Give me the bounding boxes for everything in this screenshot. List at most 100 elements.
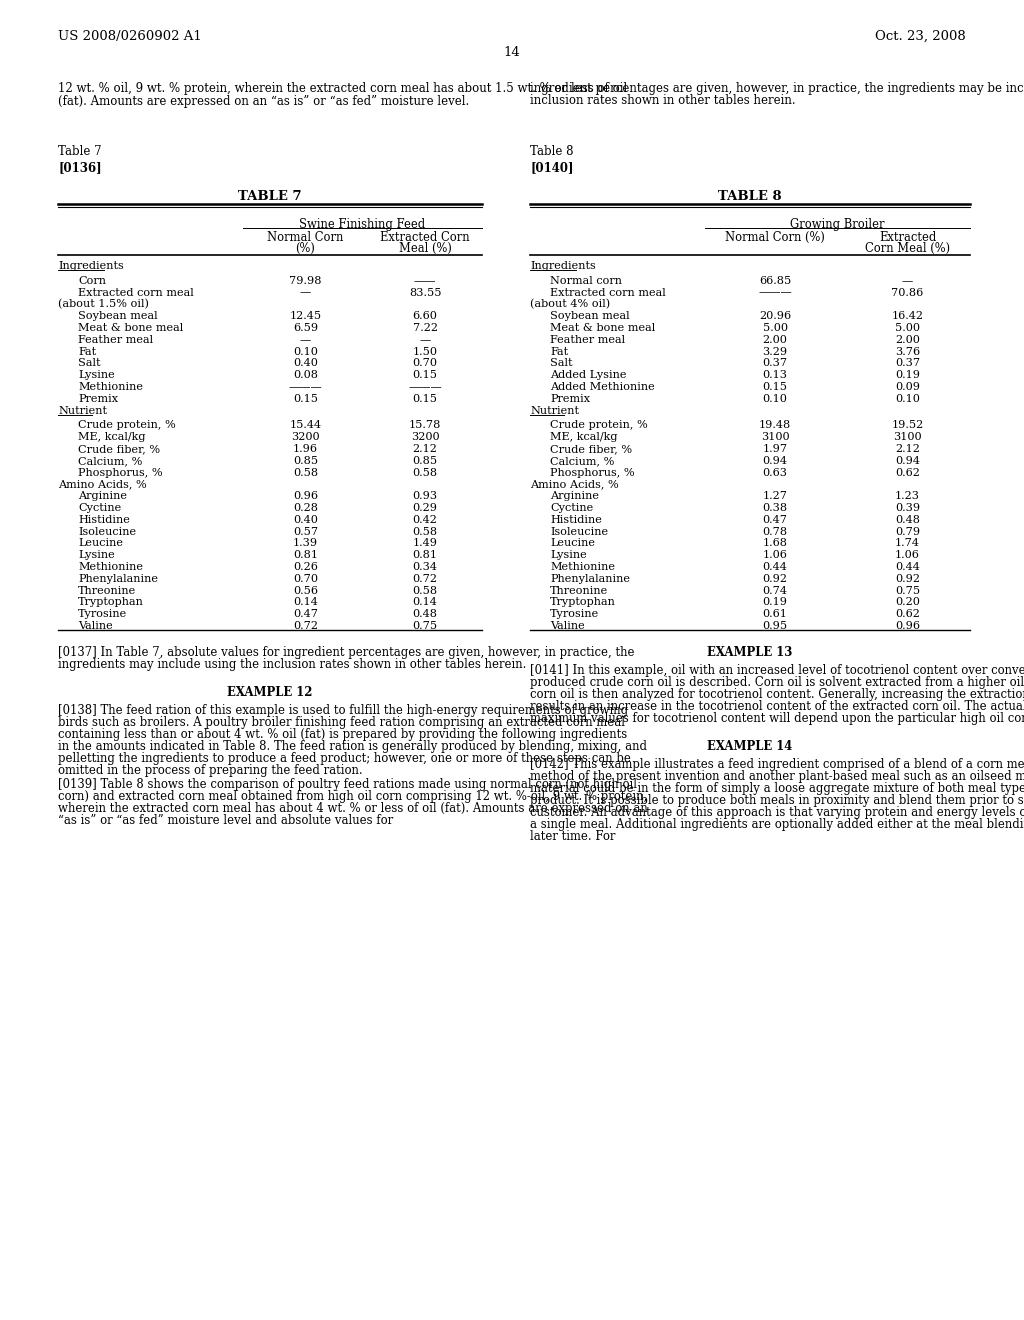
- Text: Crude fiber, %: Crude fiber, %: [550, 444, 632, 454]
- Text: 0.58: 0.58: [413, 467, 437, 478]
- Text: Feather meal: Feather meal: [550, 335, 625, 345]
- Text: Valine: Valine: [550, 620, 585, 631]
- Text: 0.40: 0.40: [293, 515, 317, 525]
- Text: Calcium, %: Calcium, %: [78, 455, 142, 466]
- Text: Histidine: Histidine: [550, 515, 602, 525]
- Text: EXAMPLE 14: EXAMPLE 14: [708, 739, 793, 752]
- Text: Histidine: Histidine: [78, 515, 130, 525]
- Text: 0.94: 0.94: [763, 455, 787, 466]
- Text: Fat: Fat: [78, 347, 96, 356]
- Text: ME, kcal/kg: ME, kcal/kg: [550, 432, 617, 442]
- Text: (fat). Amounts are expressed on an “as is” or “as fed” moisture level.: (fat). Amounts are expressed on an “as i…: [58, 95, 469, 107]
- Text: a single meal. Additional ingredients are optionally added either at the meal bl: a single meal. Additional ingredients ar…: [530, 818, 1024, 830]
- Text: —: —: [300, 335, 311, 345]
- Text: 3.29: 3.29: [763, 347, 787, 356]
- Text: 1.06: 1.06: [763, 550, 787, 560]
- Text: Extracted: Extracted: [879, 231, 936, 244]
- Text: pelletting the ingredients to produce a feed product; however, one or more of th: pelletting the ingredients to produce a …: [58, 752, 631, 764]
- Text: Meat & bone meal: Meat & bone meal: [550, 323, 655, 333]
- Text: 5.00: 5.00: [895, 323, 920, 333]
- Text: 0.62: 0.62: [895, 467, 920, 478]
- Text: 0.85: 0.85: [293, 455, 318, 466]
- Text: wherein the extracted corn meal has about 4 wt. % or less of oil (fat). Amounts : wherein the extracted corn meal has abou…: [58, 801, 648, 814]
- Text: 2.12: 2.12: [895, 444, 920, 454]
- Text: 0.62: 0.62: [895, 610, 920, 619]
- Text: Salt: Salt: [78, 359, 100, 368]
- Text: later time. For: later time. For: [530, 830, 615, 842]
- Text: Valine: Valine: [78, 620, 113, 631]
- Text: Leucine: Leucine: [550, 539, 595, 548]
- Text: 2.12: 2.12: [413, 444, 437, 454]
- Text: Threonine: Threonine: [550, 586, 608, 595]
- Text: 0.48: 0.48: [895, 515, 920, 525]
- Text: Phosphorus, %: Phosphorus, %: [78, 467, 163, 478]
- Text: 0.48: 0.48: [413, 610, 437, 619]
- Text: 83.55: 83.55: [409, 288, 441, 297]
- Text: in the amounts indicated in Table 8. The feed ration is generally produced by bl: in the amounts indicated in Table 8. The…: [58, 739, 647, 752]
- Text: produced crude corn oil is described. Corn oil is solvent extracted from a highe: produced crude corn oil is described. Co…: [530, 676, 1024, 689]
- Text: 3200: 3200: [291, 432, 319, 442]
- Text: 79.98: 79.98: [289, 276, 322, 286]
- Text: 0.37: 0.37: [763, 359, 787, 368]
- Text: Methionine: Methionine: [550, 562, 615, 572]
- Text: 1.49: 1.49: [413, 539, 437, 548]
- Text: 0.92: 0.92: [763, 574, 787, 583]
- Text: —: —: [420, 335, 431, 345]
- Text: 0.28: 0.28: [293, 503, 318, 513]
- Text: Feather meal: Feather meal: [78, 335, 154, 345]
- Text: TABLE 8: TABLE 8: [718, 190, 781, 203]
- Text: 1.74: 1.74: [895, 539, 920, 548]
- Text: 1.96: 1.96: [293, 444, 318, 454]
- Text: Meat & bone meal: Meat & bone meal: [78, 323, 183, 333]
- Text: 0.14: 0.14: [413, 598, 437, 607]
- Text: 0.14: 0.14: [293, 598, 317, 607]
- Text: 0.96: 0.96: [293, 491, 318, 502]
- Text: 0.56: 0.56: [293, 586, 318, 595]
- Text: Calcium, %: Calcium, %: [550, 455, 614, 466]
- Text: (about 4% oil): (about 4% oil): [530, 300, 610, 310]
- Text: Nutrient: Nutrient: [58, 405, 106, 416]
- Text: Corn: Corn: [78, 276, 106, 286]
- Text: Growing Broiler: Growing Broiler: [791, 218, 885, 231]
- Text: 0.75: 0.75: [895, 586, 920, 595]
- Text: [0138] The feed ration of this example is used to fulfill the high-energy requir: [0138] The feed ration of this example i…: [58, 704, 628, 717]
- Text: 0.92: 0.92: [895, 574, 920, 583]
- Text: Leucine: Leucine: [78, 539, 123, 548]
- Text: Extracted Corn: Extracted Corn: [380, 231, 470, 244]
- Text: 0.15: 0.15: [413, 393, 437, 404]
- Text: Amino Acids, %: Amino Acids, %: [58, 479, 146, 490]
- Text: 0.85: 0.85: [413, 455, 437, 466]
- Text: Normal corn: Normal corn: [550, 276, 622, 286]
- Text: 0.19: 0.19: [763, 598, 787, 607]
- Text: 0.57: 0.57: [293, 527, 318, 537]
- Text: 1.39: 1.39: [293, 539, 318, 548]
- Text: (about 1.5% oil): (about 1.5% oil): [58, 300, 150, 310]
- Text: ingredients may include using the inclusion rates shown in other tables herein.: ingredients may include using the inclus…: [58, 657, 526, 671]
- Text: [0141] In this example, oil with an increased level of tocotrienol content over : [0141] In this example, oil with an incr…: [530, 664, 1024, 677]
- Text: Arginine: Arginine: [78, 491, 127, 502]
- Text: 66.85: 66.85: [759, 276, 792, 286]
- Text: 0.58: 0.58: [293, 467, 318, 478]
- Text: 0.81: 0.81: [413, 550, 437, 560]
- Text: 3200: 3200: [411, 432, 439, 442]
- Text: corn oil is then analyzed for tocotrienol content. Generally, increasing the ext: corn oil is then analyzed for tocotrieno…: [530, 688, 1024, 701]
- Text: Phenylalanine: Phenylalanine: [550, 574, 630, 583]
- Text: Soybean meal: Soybean meal: [550, 312, 630, 321]
- Text: ——: ——: [414, 276, 436, 286]
- Text: 3.76: 3.76: [895, 347, 920, 356]
- Text: Methionine: Methionine: [78, 562, 143, 572]
- Text: 2.00: 2.00: [763, 335, 787, 345]
- Text: 0.61: 0.61: [763, 610, 787, 619]
- Text: Amino Acids, %: Amino Acids, %: [530, 479, 618, 490]
- Text: 6.59: 6.59: [293, 323, 318, 333]
- Text: US 2008/0260902 A1: US 2008/0260902 A1: [58, 30, 202, 44]
- Text: Isoleucine: Isoleucine: [78, 527, 136, 537]
- Text: 0.10: 0.10: [895, 393, 920, 404]
- Text: birds such as broilers. A poultry broiler finishing feed ration comprising an ex: birds such as broilers. A poultry broile…: [58, 715, 625, 729]
- Text: 70.86: 70.86: [891, 288, 924, 297]
- Text: 0.38: 0.38: [763, 503, 787, 513]
- Text: Table 8: Table 8: [530, 145, 573, 158]
- Text: Phenylalanine: Phenylalanine: [78, 574, 158, 583]
- Text: 0.10: 0.10: [763, 393, 787, 404]
- Text: 0.81: 0.81: [293, 550, 318, 560]
